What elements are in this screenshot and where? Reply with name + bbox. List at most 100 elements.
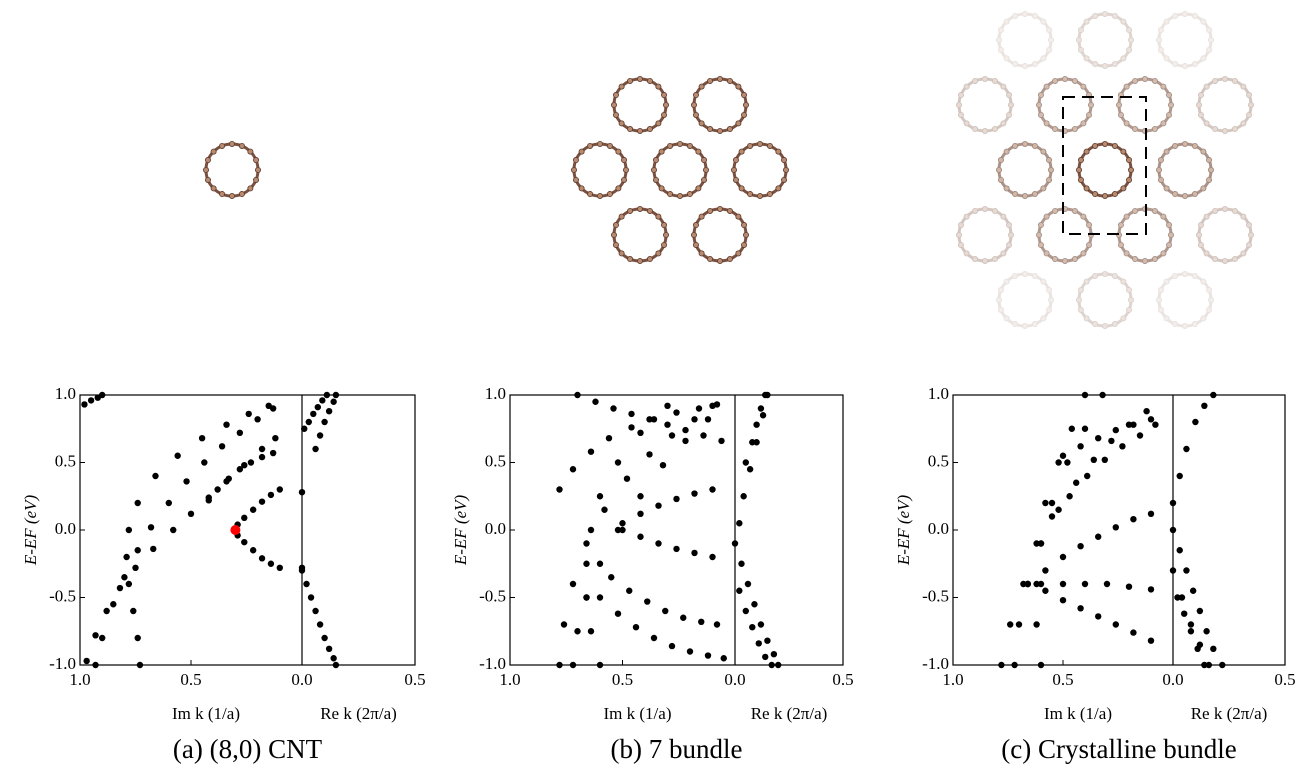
data-point	[1081, 580, 1089, 588]
atom	[707, 256, 714, 263]
data-point	[673, 545, 680, 553]
x-axis-label: Re k (2π/a)	[320, 704, 397, 723]
data-point	[637, 510, 644, 517]
atom	[982, 127, 989, 134]
atom	[1231, 77, 1238, 84]
atom	[1160, 250, 1167, 257]
data-point	[668, 432, 676, 439]
data-point	[1130, 421, 1137, 428]
data-point	[236, 429, 244, 436]
data-point	[301, 425, 308, 432]
data-point	[103, 607, 110, 615]
atom	[1231, 126, 1238, 133]
atom	[741, 241, 748, 248]
atom	[1208, 37, 1215, 44]
atom	[726, 126, 733, 133]
atom	[1117, 111, 1124, 118]
x-tick-label: 0.5	[1274, 670, 1295, 689]
nanotube	[691, 205, 750, 264]
data-point	[1064, 459, 1071, 466]
atom	[1123, 250, 1130, 257]
atom	[707, 126, 714, 133]
data-point	[236, 466, 244, 473]
y-tick-label: -0.5	[479, 586, 506, 605]
data-point	[749, 439, 756, 446]
atom	[621, 176, 628, 183]
data-point	[556, 486, 563, 493]
atom	[1040, 55, 1047, 62]
atom	[1151, 256, 1158, 263]
atom	[1080, 120, 1087, 127]
atom	[741, 222, 748, 229]
atom	[956, 231, 963, 238]
atom	[1037, 92, 1044, 99]
atom	[618, 213, 625, 220]
nanotube-ring	[1077, 12, 1133, 68]
atom	[254, 166, 261, 173]
nanotube-ring	[957, 207, 1013, 263]
atom	[1163, 185, 1170, 192]
atom	[1076, 37, 1083, 44]
atom	[1012, 321, 1019, 328]
data-point	[1130, 629, 1137, 636]
atom	[1040, 315, 1047, 322]
nanotube	[956, 76, 1015, 134]
data-point	[709, 486, 716, 493]
atom	[1080, 250, 1087, 257]
atom	[1182, 270, 1189, 277]
data-point	[1007, 621, 1014, 628]
atom	[219, 191, 226, 198]
data-point	[132, 564, 139, 571]
data-point	[605, 435, 613, 442]
atom	[623, 166, 630, 173]
atom	[1012, 272, 1019, 279]
atom	[963, 213, 970, 220]
atom	[1083, 18, 1090, 25]
atom	[1163, 315, 1170, 322]
data-point	[174, 452, 181, 459]
data-point	[1196, 641, 1204, 648]
atom	[1168, 102, 1175, 109]
data-point	[1112, 426, 1120, 434]
data-point	[569, 580, 577, 588]
atom	[695, 185, 702, 192]
atom	[219, 142, 226, 149]
atom	[1151, 207, 1158, 214]
data-point	[170, 526, 177, 534]
atom	[253, 157, 260, 164]
data-point	[596, 594, 604, 601]
data-point	[330, 655, 337, 662]
atom	[1208, 166, 1215, 173]
atom	[571, 166, 578, 173]
nanotube	[996, 270, 1055, 329]
atom	[1123, 120, 1130, 127]
data-point	[303, 580, 310, 588]
atom	[1083, 315, 1090, 322]
atom	[1222, 127, 1229, 134]
nanotube	[1036, 76, 1095, 134]
data-point	[746, 466, 754, 473]
data-point	[92, 632, 99, 639]
data-point	[1059, 580, 1067, 588]
atom	[1203, 83, 1210, 90]
atom	[703, 166, 710, 173]
atom	[618, 120, 625, 127]
data-point	[574, 628, 581, 635]
atom	[1197, 92, 1204, 99]
atom	[1157, 157, 1164, 164]
data-point	[614, 526, 622, 534]
atom	[1120, 315, 1127, 322]
atom	[1231, 207, 1238, 214]
atom	[1160, 83, 1167, 90]
data-point	[1196, 607, 1204, 615]
atom	[1040, 278, 1047, 285]
panel-caption: (a) (8,0) CNT	[173, 734, 323, 764]
data-point	[218, 443, 226, 450]
atom	[691, 231, 698, 238]
atom	[1166, 92, 1173, 99]
atom	[972, 256, 979, 263]
atom	[651, 166, 658, 173]
data-point	[610, 405, 617, 412]
atom	[1222, 205, 1229, 212]
atom	[991, 207, 998, 214]
